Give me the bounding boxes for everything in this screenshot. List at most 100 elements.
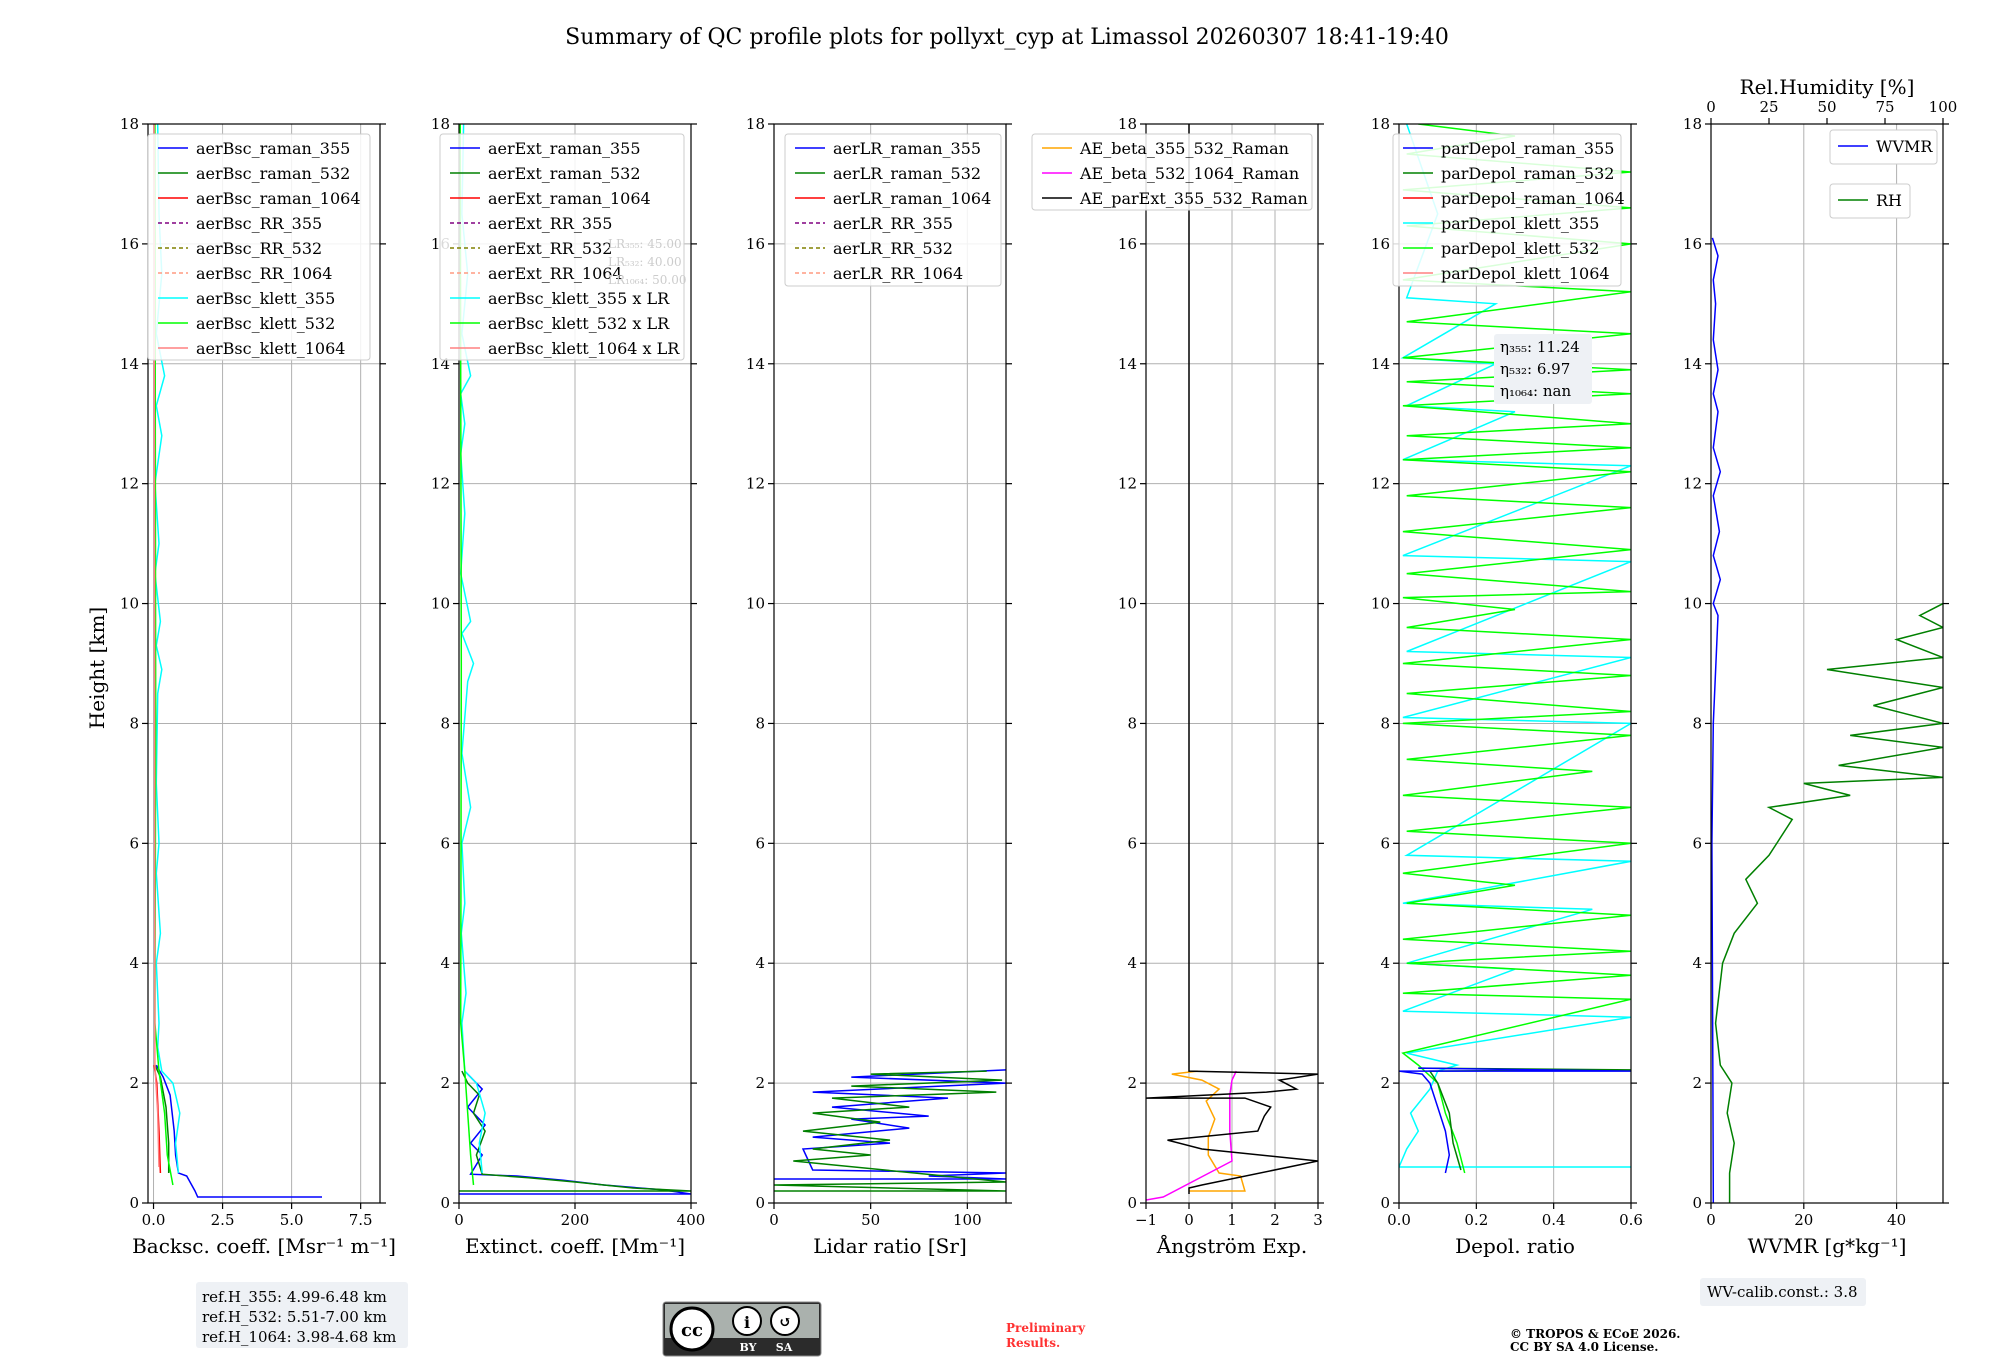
legend-label: aerLR_RR_355: [833, 214, 953, 233]
legend-label: AE_beta_355_532_Raman: [1079, 139, 1289, 158]
y-tick-label: 18: [120, 115, 139, 133]
series-line-parDepol_klett_355: [1399, 124, 1631, 1168]
y-tick-label: 8: [755, 714, 765, 732]
legend-label: parDepol_klett_532: [1441, 239, 1599, 258]
legend-label: parDepol_raman_355: [1441, 139, 1614, 158]
y-tick-label: 18: [1683, 115, 1702, 133]
series-group: [1146, 124, 1318, 1201]
y-tick-label: 4: [1692, 954, 1702, 972]
x-tick-label: 0: [769, 1211, 779, 1229]
series-line-aerExt_raman_532: [459, 1070, 691, 1192]
legend-frame: [784, 133, 1002, 287]
series-line-parDepol_klett_532: [1401, 124, 1631, 1174]
legend-label: aerBsc_RR_355: [196, 214, 322, 233]
legend[interactable]: aerExt_raman_355 aerExt_raman_532 aerExt_r…: [439, 133, 685, 361]
y-tick-label: 6: [440, 834, 450, 852]
legend-frame: [1392, 133, 1622, 287]
y-tick-label: 4: [129, 954, 139, 972]
x-tick-label: 400: [677, 1211, 706, 1229]
wv-calib-label: WV-calib.const.: 3.8: [1707, 1283, 1858, 1301]
legend-frame: [147, 133, 371, 361]
legend-label: aerExt_raman_1064: [488, 189, 651, 208]
y-tick-label: 2: [129, 1074, 139, 1092]
top-x-tick-label: 100: [1929, 98, 1958, 116]
y-tick-label: 14: [1683, 355, 1702, 373]
wv-calib-box: [1700, 1278, 1866, 1306]
legend-label: aerBsc_raman_1064: [196, 189, 361, 208]
y-tick-label: 0: [1127, 1194, 1137, 1212]
y-tick-label: 8: [440, 714, 450, 732]
series-line-WVMR: [1711, 237, 1722, 1203]
y-tick-label: 12: [746, 475, 765, 493]
eta-label: η₁₀₆₄: nan: [1500, 382, 1571, 400]
preliminary-label: Preliminary: [1006, 1321, 1086, 1335]
y-tick-label: 16: [1683, 235, 1702, 253]
legend[interactable]: aerLR_raman_355 aerLR_raman_532 aerLR_rama…: [784, 133, 1002, 287]
series-line-parDepol_raman_355: [1399, 1067, 1631, 1174]
series-line-parDepol_raman_532: [1418, 1067, 1631, 1171]
x-tick-label: 0.0: [1387, 1211, 1411, 1229]
top-x-tick-label: 75: [1875, 98, 1894, 116]
legend-label: aerLR_raman_532: [833, 164, 981, 183]
legend[interactable]: parDepol_raman_355 parDepol_raman_532 parD…: [1392, 133, 1625, 287]
y-tick-label: 18: [1118, 115, 1137, 133]
y-tick-label: 10: [1118, 595, 1137, 613]
x-tick-label: 20: [1794, 1211, 1813, 1229]
legend-label: aerLR_raman_1064: [833, 189, 991, 208]
y-axis-label: Height [km]: [85, 607, 109, 729]
legend-frame: [1829, 129, 1938, 165]
lr-note: LR₃₅₅: 45.00: [608, 237, 682, 251]
y-tick-label: 12: [1683, 475, 1702, 493]
legend-label: aerBsc_klett_532: [196, 314, 335, 333]
x-axis-label: Depol. ratio: [1455, 1234, 1575, 1258]
y-tick-label: 12: [120, 475, 139, 493]
y-tick-label: 12: [1118, 475, 1137, 493]
legend-label: aerBsc_RR_532: [196, 239, 322, 258]
legend-label: aerLR_raman_355: [833, 139, 981, 158]
series-group: [1399, 124, 1631, 1174]
sa-icon: ↺: [779, 1313, 792, 1331]
eta-label: η₅₃₂: 6.97: [1500, 360, 1570, 378]
y-tick-label: 12: [1371, 475, 1390, 493]
series-line-RH: [1714, 602, 1943, 1203]
legend-wvmr[interactable]: WVMR: [1829, 129, 1938, 165]
legend-label: aerBsc_raman_532: [196, 164, 350, 183]
y-tick-label: 6: [1380, 834, 1390, 852]
x-tick-label: 1: [1227, 1211, 1237, 1229]
refh-box: [196, 1282, 408, 1348]
y-tick-label: 2: [440, 1074, 450, 1092]
x-tick-label: 50: [861, 1211, 880, 1229]
legend-label: AE_beta_532_1064_Raman: [1079, 164, 1299, 183]
series-line-aerBsc_klett_1064: [153, 124, 160, 1168]
y-tick-label: 16: [1371, 235, 1390, 253]
y-tick-label: 18: [431, 115, 450, 133]
results-label: Results.: [1006, 1336, 1060, 1350]
x-axis-label: Backsc. coeff. [Msr⁻¹ m⁻¹]: [132, 1234, 396, 1258]
legend[interactable]: aerBsc_raman_355 aerBsc_raman_532 aerBsc_r…: [147, 133, 371, 361]
series-group: [153, 124, 322, 1198]
y-tick-label: 10: [431, 595, 450, 613]
x-tick-label: 0: [1184, 1211, 1194, 1229]
legend[interactable]: AE_beta_355_532_Raman AE_beta_532_1064_Ra…: [1031, 133, 1313, 211]
legend-label: aerExt_RR_532: [488, 239, 612, 258]
y-tick-label: 2: [1127, 1074, 1137, 1092]
x-tick-label: 2.5: [211, 1211, 235, 1229]
badge-sa: SA: [776, 1341, 793, 1354]
refh-label: ref.H_355: 4.99-6.48 km: [202, 1288, 387, 1306]
cc-license-badge[interactable]: cc i ↺ BY SA: [662, 1301, 822, 1357]
y-tick-label: 6: [1692, 834, 1702, 852]
y-tick-label: 0: [755, 1194, 765, 1212]
series-line-aerBsc_klett_355: [154, 124, 181, 1174]
legend-rh[interactable]: RH: [1829, 183, 1911, 219]
y-tick-label: 14: [1118, 355, 1137, 373]
cc-icon: cc: [681, 1320, 703, 1341]
legend-label: WVMR: [1876, 137, 1933, 156]
x-axis-label: Ångström Exp.: [1156, 1233, 1307, 1258]
legend-label: aerExt_RR_355: [488, 214, 612, 233]
x-tick-label: 0.4: [1542, 1211, 1566, 1229]
y-tick-label: 18: [1371, 115, 1390, 133]
y-tick-label: 16: [1118, 235, 1137, 253]
series-line-aerBsc_raman_355: [155, 1064, 322, 1198]
